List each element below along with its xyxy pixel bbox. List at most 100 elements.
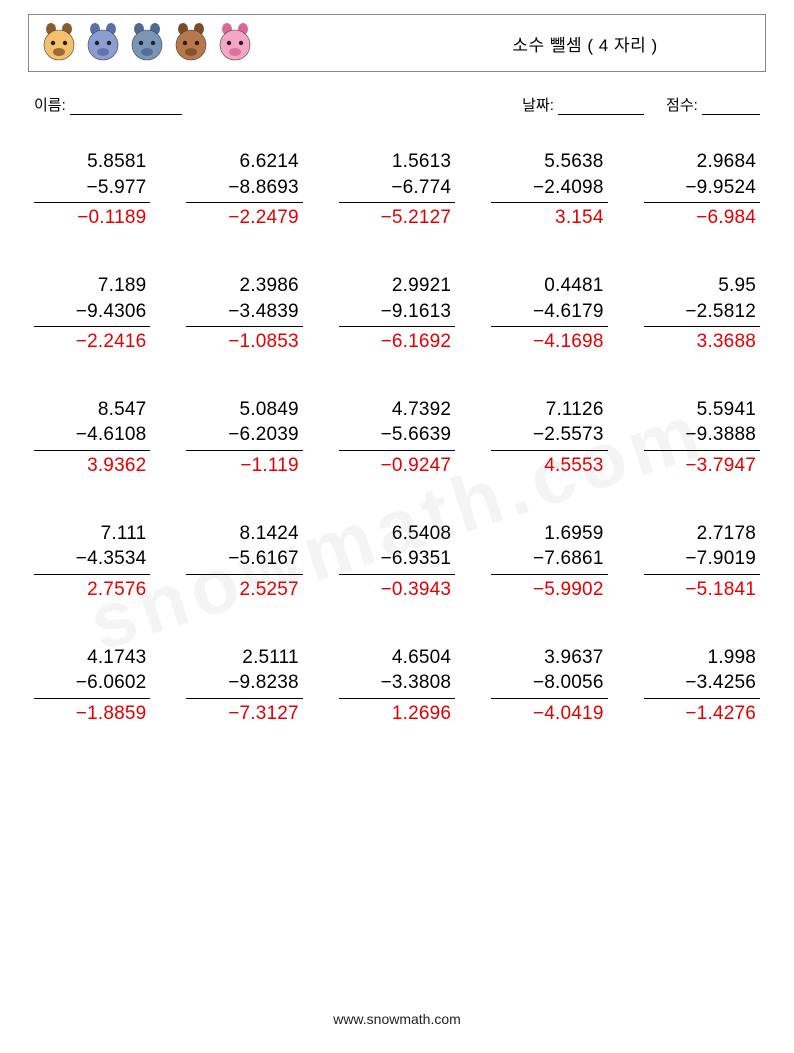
answer: −2.2416 [34,327,150,355]
score-label: 점수: [666,97,698,114]
answer: −5.2127 [339,203,455,231]
answer: −1.0853 [186,327,302,355]
subtrahend: −4.6179 [491,299,607,328]
subtrahend: −8.8693 [186,175,302,204]
name-field: 이름: [34,94,522,115]
subtrahend: −6.0602 [34,670,150,699]
minuend: 5.5638 [491,149,607,175]
name-blank[interactable] [70,99,182,115]
minuend: 5.8581 [34,149,150,175]
minuend: 7.189 [34,273,150,299]
footer-url: www.snowmath.com [0,1011,794,1027]
subtrahend: −7.6861 [491,546,607,575]
problem-cell: 3.9637−8.0056−4.0419 [491,645,607,727]
minuend: 0.4481 [491,273,607,299]
answer: −1.4276 [644,699,760,727]
subtrahend: −5.6167 [186,546,302,575]
answer: 3.154 [491,203,607,231]
problem-cell: 7.1126−2.55734.5553 [491,397,607,479]
minuend: 2.9921 [339,273,455,299]
answer: 2.7576 [34,575,150,603]
minuend: 8.1424 [186,521,302,547]
bunny-icon [173,23,209,63]
subtrahend: −6.9351 [339,546,455,575]
problem-cell: 5.0849−6.2039−1.119 [186,397,302,479]
minuend: 1.6959 [491,521,607,547]
problem-cell: 1.998−3.4256−1.4276 [644,645,760,727]
answer: −5.9902 [491,575,607,603]
answer: 3.9362 [34,451,150,479]
answer: 3.3688 [644,327,760,355]
problem-cell: 4.1743−6.0602−1.8859 [34,645,150,727]
minuend: 1.5613 [339,149,455,175]
answer: −1.119 [186,451,302,479]
subtrahend: −9.4306 [34,299,150,328]
problem-cell: 4.7392−5.6639−0.9247 [339,397,455,479]
subtrahend: −4.6108 [34,422,150,451]
subtrahend: −9.8238 [186,670,302,699]
cat-icon [129,23,165,63]
problems-grid: 5.8581−5.977−0.11896.6214−8.8693−2.24791… [34,149,760,727]
minuend: 7.1126 [491,397,607,423]
minuend: 6.5408 [339,521,455,547]
worksheet-title: 소수 뺄셈 ( 4 자리 ) [253,31,747,56]
minuend: 2.9684 [644,149,760,175]
minuend: 4.1743 [34,645,150,671]
minuend: 4.6504 [339,645,455,671]
minuend: 2.3986 [186,273,302,299]
minuend: 7.111 [34,521,150,547]
problem-cell: 2.3986−3.4839−1.0853 [186,273,302,355]
answer: −0.3943 [339,575,455,603]
problem-cell: 1.5613−6.774−5.2127 [339,149,455,231]
giraffe-icon [41,23,77,63]
problem-cell: 5.5941−9.3888−3.7947 [644,397,760,479]
answer: −0.9247 [339,451,455,479]
answer: 4.5553 [491,451,607,479]
answer: 2.5257 [186,575,302,603]
subtrahend: −7.9019 [644,546,760,575]
subtrahend: −3.4256 [644,670,760,699]
problem-cell: 8.547−4.61083.9362 [34,397,150,479]
worksheet-page: snowmath.com 소수 뺄셈 ( 4 [0,0,794,1053]
score-blank[interactable] [702,99,760,115]
date-field: 날짜: [522,94,644,115]
problem-cell: 2.5111−9.8238−7.3127 [186,645,302,727]
date-label: 날짜: [522,97,554,114]
problem-cell: 7.189−9.4306−2.2416 [34,273,150,355]
subtrahend: −9.9524 [644,175,760,204]
minuend: 1.998 [644,645,760,671]
problem-cell: 1.6959−7.6861−5.9902 [491,521,607,603]
problem-cell: 2.9921−9.1613−6.1692 [339,273,455,355]
subtrahend: −3.4839 [186,299,302,328]
minuend: 5.5941 [644,397,760,423]
subtrahend: −6.2039 [186,422,302,451]
minuend: 8.547 [34,397,150,423]
answer: −4.1698 [491,327,607,355]
subtrahend: −3.3808 [339,670,455,699]
problem-cell: 7.111−4.35342.7576 [34,521,150,603]
subtrahend: −5.6639 [339,422,455,451]
subtrahend: −5.977 [34,175,150,204]
date-blank[interactable] [558,99,644,115]
problem-cell: 4.6504−3.38081.2696 [339,645,455,727]
subtrahend: −6.774 [339,175,455,204]
answer: −6.1692 [339,327,455,355]
header-box: 소수 뺄셈 ( 4 자리 ) [28,14,766,72]
info-row: 이름: 날짜: 점수: [34,94,760,115]
minuend: 2.5111 [186,645,302,671]
subtrahend: −2.4098 [491,175,607,204]
answer: −4.0419 [491,699,607,727]
answer: −1.8859 [34,699,150,727]
score-field: 점수: [666,94,760,115]
minuend: 2.7178 [644,521,760,547]
answer: −5.1841 [644,575,760,603]
answer: 1.2696 [339,699,455,727]
subtrahend: −2.5812 [644,299,760,328]
animal-icons-row [41,23,253,63]
problem-cell: 5.5638−2.40983.154 [491,149,607,231]
minuend: 4.7392 [339,397,455,423]
subtrahend: −8.0056 [491,670,607,699]
subtrahend: −2.5573 [491,422,607,451]
answer: −6.984 [644,203,760,231]
name-label: 이름: [34,97,66,114]
